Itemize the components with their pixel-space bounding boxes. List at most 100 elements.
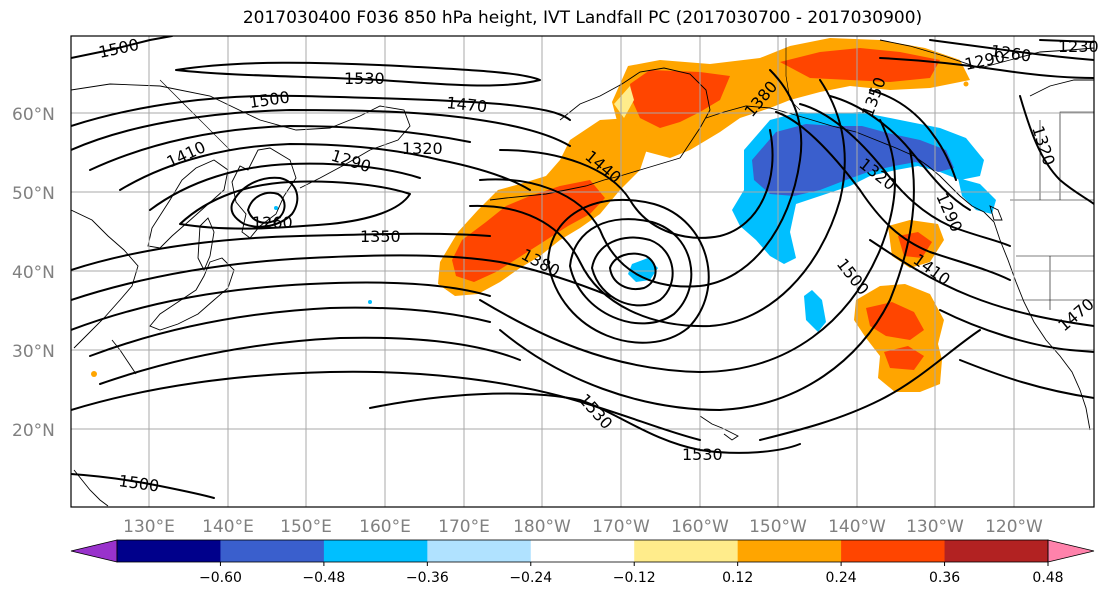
shade-dot-pacific xyxy=(91,371,97,377)
coast-alaska-west xyxy=(559,67,711,159)
contour-label: 1320 xyxy=(402,139,443,158)
lon-label: 140°E xyxy=(202,517,254,537)
coast-ryukyu xyxy=(111,339,137,375)
contour-1440-west xyxy=(89,125,471,171)
border-alaska-canada xyxy=(785,38,801,111)
coast-island-vancouver xyxy=(989,205,1003,221)
lat-label-50n: 50°N xyxy=(12,184,55,204)
contour-1530-north xyxy=(175,61,541,87)
contour-1380-zonal xyxy=(71,254,611,301)
lon-label: 130°W xyxy=(906,517,964,537)
coast-phil-islands xyxy=(73,469,109,507)
shade-lightblue-south xyxy=(804,290,826,332)
colorbar-tick-label: 0.12 xyxy=(722,570,753,586)
contour-coast-1470 xyxy=(939,309,1094,353)
contour-1410 xyxy=(119,143,531,191)
latitude-labels: 60°N 50°N 40°N 30°N 20°N xyxy=(12,105,55,441)
contour-label: 1230 xyxy=(1058,37,1099,56)
colorbar-tick-label: −0.60 xyxy=(199,570,242,586)
lon-label: 150°W xyxy=(749,517,807,537)
shade-dot-blue-mid xyxy=(368,300,372,304)
colorbar-tick-label: −0.12 xyxy=(613,570,656,586)
contour-gulf-1320 xyxy=(799,103,1011,247)
colorbar-extend-high xyxy=(1047,539,1095,563)
contour-1440-zonal xyxy=(89,306,491,357)
contour-low-3 xyxy=(569,218,693,325)
contour-gulf-1290 xyxy=(829,95,971,211)
coast-canada-north xyxy=(879,39,1094,69)
coast-alaska-peninsula xyxy=(603,157,681,181)
contour-1500-mid xyxy=(71,94,571,127)
height-contours xyxy=(71,36,1094,499)
contour-trough-1380 xyxy=(479,69,803,288)
coast-aleutians xyxy=(489,179,605,201)
contour-1500-sw xyxy=(71,473,215,499)
political-borders xyxy=(159,38,1094,310)
contour-trough-1500 xyxy=(499,149,915,411)
lon-label: 150°E xyxy=(280,517,332,537)
lon-label: 180°W xyxy=(513,517,571,537)
coast-hawaii xyxy=(699,415,739,441)
map-title: 2017030400 F036 850 hPa height, IVT Land… xyxy=(242,8,923,28)
contour-yukon-1290 xyxy=(879,57,1094,79)
shade-yellow-edge-alaska xyxy=(614,86,634,118)
lat-label-60n: 60°N xyxy=(12,105,55,125)
lon-label: 120°W xyxy=(985,517,1043,537)
shade-red-aleutian xyxy=(452,180,605,282)
lon-label: 170°E xyxy=(438,517,490,537)
contour-low-4 xyxy=(547,198,710,344)
coast-japan xyxy=(149,257,235,331)
contour-label: 1530 xyxy=(344,69,385,88)
contour-label: 1350 xyxy=(360,227,401,246)
colorbar-tick-label: 0.24 xyxy=(826,570,857,586)
contour-coast-1500 xyxy=(959,359,1094,399)
coast-gulf-alaska xyxy=(705,105,995,223)
contour-gulf-1350 xyxy=(775,111,1011,281)
contour-1470 xyxy=(71,109,571,151)
contour-low-2 xyxy=(591,236,674,307)
colorbar-segment xyxy=(117,540,221,562)
contour-1260-west xyxy=(247,191,286,224)
lon-label: 140°W xyxy=(828,517,886,537)
colorbar-segment xyxy=(220,540,325,562)
coast-korea-china xyxy=(71,209,139,349)
contour-yukon-1230 xyxy=(1039,39,1094,43)
coast-kamchatka xyxy=(231,147,297,239)
contour-1500-zonal xyxy=(71,370,701,441)
colorbar-tick-label: 0.36 xyxy=(929,570,960,586)
coast-okhotsk xyxy=(147,159,229,249)
border-provinces xyxy=(1039,111,1094,200)
contour-gulf-1260 xyxy=(869,89,957,181)
colorbar-tick-label: −0.36 xyxy=(406,570,449,586)
contour-trough-1470 xyxy=(479,119,896,373)
contour-yukon-1260 xyxy=(929,39,1094,61)
lat-label-20n: 20°N xyxy=(12,421,55,441)
colorbar-segment xyxy=(841,540,946,562)
shade-red-subtropic-south xyxy=(884,346,924,370)
shade-dot-blue-west xyxy=(274,206,278,210)
colorbar-extend-low xyxy=(70,539,118,563)
contour-1500-north xyxy=(71,36,173,59)
shade-red-yukon xyxy=(780,48,940,82)
coast-bc xyxy=(993,221,1091,431)
colorbar-frame xyxy=(116,539,1049,563)
lat-label-30n: 30°N xyxy=(12,342,55,362)
colorbar-tick-label: −0.48 xyxy=(302,570,345,586)
coastlines xyxy=(71,39,1094,507)
contour-label: 1530 xyxy=(682,445,723,464)
contour-1470-zonal xyxy=(99,336,521,385)
colorbar-segment xyxy=(530,540,635,562)
contour-1380-west xyxy=(149,162,421,211)
shade-red-subtropic xyxy=(866,302,924,340)
shade-dot-gulf xyxy=(963,81,969,87)
colorbar-segment xyxy=(427,540,532,562)
contour-1410-zonal xyxy=(71,281,491,331)
colorbar-segment xyxy=(323,540,428,562)
lon-label: 130°E xyxy=(123,517,175,537)
contour-label: 1470 xyxy=(446,93,488,116)
contour-canada-1320 xyxy=(1019,95,1094,205)
lon-label: 160°W xyxy=(671,517,729,537)
border-states xyxy=(1016,255,1094,310)
contour-1350-zonal xyxy=(71,232,491,271)
colorbar-segment xyxy=(944,540,1049,562)
